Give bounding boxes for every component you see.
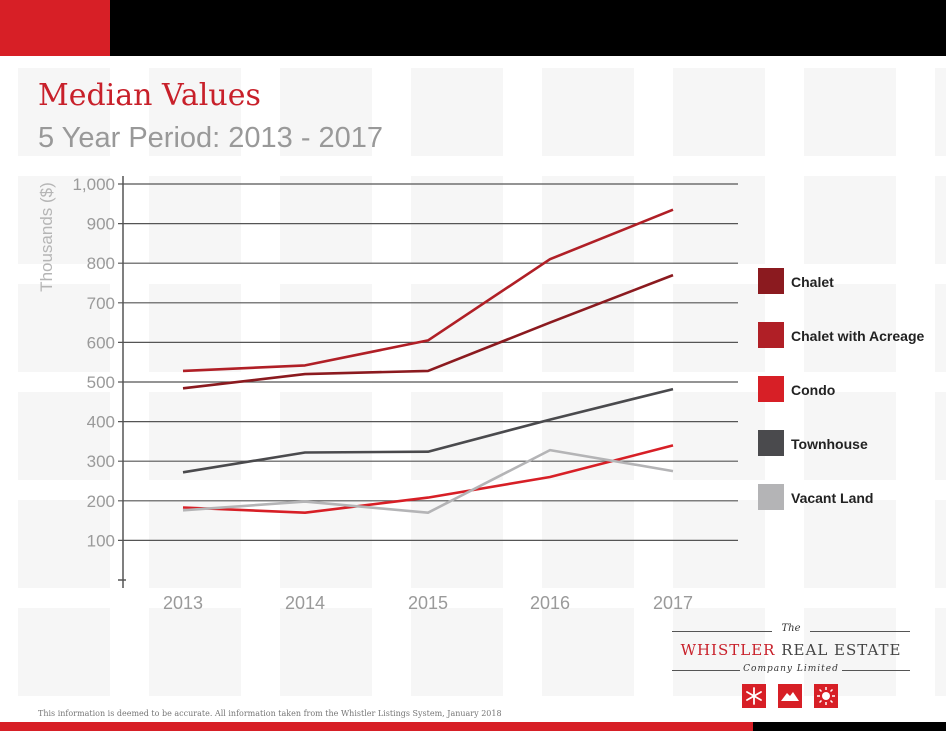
legend-item-chalet-with-acreage: Chalet with Acreage <box>758 322 946 376</box>
legend-swatch <box>758 376 784 402</box>
logo-name-whistler: WHISTLER <box>680 641 776 659</box>
bottom-bar-black <box>753 722 946 731</box>
series-line-condo <box>182 444 674 515</box>
mountain-icon <box>778 684 802 708</box>
background-pattern <box>0 56 946 716</box>
legend-label: Vacant Land <box>791 490 874 506</box>
logo-rule-left-lower <box>672 670 740 671</box>
series-line-chalet-with-acreage <box>182 208 674 373</box>
logo-name: WHISTLER REAL ESTATE <box>670 641 912 659</box>
y-tick-label: 700 <box>87 294 115 313</box>
logo-icons <box>742 684 842 710</box>
bottom-bar-red <box>0 722 753 731</box>
logo-subtitle: Company Limited <box>743 664 839 674</box>
chart-title: Median Values <box>38 78 261 113</box>
legend-item-townhouse: Townhouse <box>758 430 946 484</box>
legend-item-chalet: Chalet <box>758 268 946 322</box>
sun-icon <box>814 684 838 708</box>
footer-disclaimer: This information is deemed to be accurat… <box>38 709 502 718</box>
y-axis-label: Thousands ($) <box>37 182 56 292</box>
chart-subtitle: 5 Year Period: 2013 - 2017 <box>38 122 384 154</box>
x-tick-label: 2014 <box>285 593 325 613</box>
y-tick-label: 200 <box>87 492 115 511</box>
y-tick-labels: 100 200 300 400 500 600 700 800 900 1,000 <box>72 175 115 550</box>
series-line-chalet <box>182 273 674 390</box>
top-bar-red <box>0 0 110 56</box>
x-tick-label: 2015 <box>408 593 448 613</box>
snowflake-icon <box>742 684 766 708</box>
chart-legend: Chalet Chalet with Acreage Condo Townhouse V… <box>758 268 946 538</box>
y-tick-label: 500 <box>87 373 115 392</box>
y-tick-label: 100 <box>87 531 115 550</box>
y-tick-label: 400 <box>87 413 115 432</box>
logo-rule-right-lower <box>842 670 910 671</box>
series-lines <box>182 208 674 515</box>
legend-swatch <box>758 484 784 510</box>
logo-the-text: The <box>781 623 801 634</box>
legend-label: Chalet <box>791 274 834 290</box>
y-tick-label: 300 <box>87 452 115 471</box>
legend-swatch <box>758 268 784 294</box>
y-tick-label: 800 <box>87 254 115 273</box>
y-tick-label: 900 <box>87 215 115 234</box>
logo-name-real-estate: REAL ESTATE <box>775 641 902 659</box>
x-tick-label: 2017 <box>653 593 693 613</box>
logo-rule-left <box>672 631 772 632</box>
legend-label: Townhouse <box>791 436 868 452</box>
legend-label: Condo <box>791 382 836 398</box>
legend-swatch <box>758 430 784 456</box>
series-line-townhouse <box>182 387 674 474</box>
y-tick-label: 1,000 <box>72 175 115 194</box>
legend-item-condo: Condo <box>758 376 946 430</box>
y-tick-label: 600 <box>87 333 115 352</box>
company-logo: The WHISTLER REAL ESTATE Company Limited <box>670 620 912 715</box>
x-tick-label: 2013 <box>163 593 203 613</box>
legend-label: Chalet with Acreage <box>791 328 925 344</box>
logo-rule-right <box>810 631 910 632</box>
series-line-vacant-land <box>182 448 674 515</box>
legend-swatch <box>758 322 784 348</box>
legend-item-vacant-land: Vacant Land <box>758 484 946 538</box>
grid-lines <box>118 183 738 581</box>
x-tick-label: 2016 <box>530 593 570 613</box>
x-tick-labels: 2013 2014 2015 2016 2017 <box>163 593 693 613</box>
top-bar-black <box>110 0 946 56</box>
